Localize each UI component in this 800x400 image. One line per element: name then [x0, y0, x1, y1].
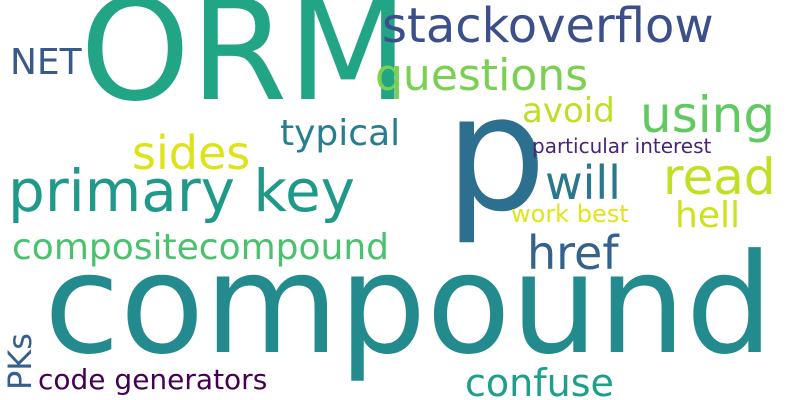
word-avoid: avoid: [522, 91, 615, 131]
word-confuse: confuse: [465, 361, 614, 400]
word-primary-key: primary key: [8, 157, 355, 225]
word-questions: questions: [375, 50, 589, 101]
word-stackoverflow: stackoverflow: [382, 0, 714, 54]
word-work-best: work best: [511, 200, 629, 228]
word-pks: PKs: [1, 333, 39, 390]
word-typical: typical: [280, 113, 401, 154]
word-will: will: [545, 156, 621, 210]
word-sides: sides: [132, 126, 251, 180]
word-net: NET: [10, 42, 82, 83]
word-read: read: [663, 148, 776, 206]
word-href: href: [527, 226, 619, 280]
word-compound: compound: [44, 224, 774, 385]
word-compositecompound: compositecompound: [12, 227, 390, 268]
word-using: using: [640, 86, 776, 144]
word-p: p: [445, 60, 547, 247]
word-particular-interest: particular interest: [532, 134, 712, 158]
word-code-generators: code generators: [38, 363, 268, 396]
word-orm: ORM: [80, 0, 409, 133]
word-hell: hell: [675, 195, 740, 236]
